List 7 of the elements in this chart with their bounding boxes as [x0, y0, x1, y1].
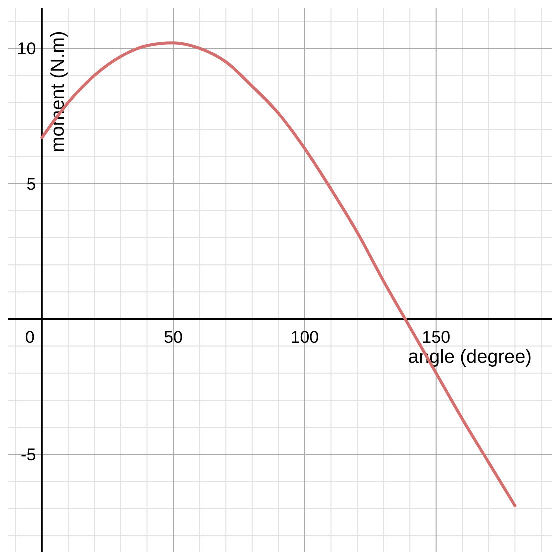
- x-tick-label: 100: [290, 328, 320, 348]
- x-tick-label: 150: [422, 328, 451, 348]
- y-tick-label: -5: [21, 446, 36, 465]
- x-tick-label: 0: [25, 328, 35, 348]
- y-tick-label: 5: [26, 174, 36, 194]
- y-tick-label: 10: [17, 40, 36, 59]
- x-tick-label: 50: [164, 328, 184, 348]
